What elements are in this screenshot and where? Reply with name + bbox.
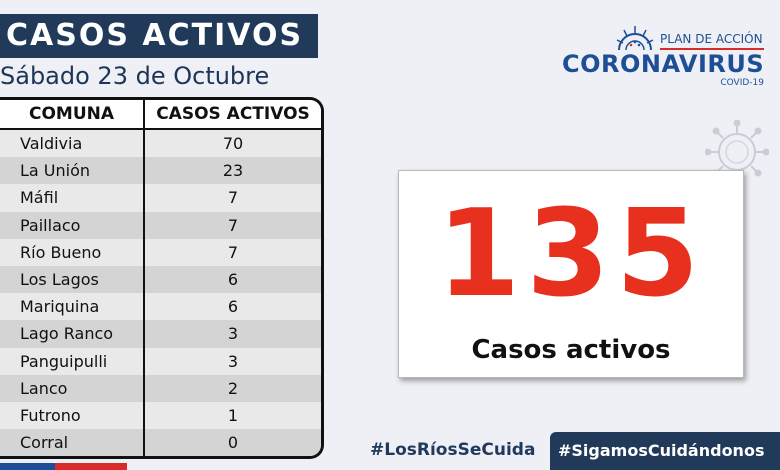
- cases-cell: 6: [227, 269, 239, 289]
- comuna-cell: Lago Ranco: [0, 320, 145, 348]
- flag-blue: [0, 463, 55, 470]
- header-comuna: COMUNA: [0, 100, 145, 128]
- virus-icon: [616, 26, 654, 50]
- cases-cell: 7: [227, 188, 239, 208]
- comuna-cell: Mariquina: [0, 293, 145, 321]
- comuna-cell: Panguipulli: [0, 347, 145, 375]
- table-row: Valdivia 70: [0, 130, 321, 158]
- coronavirus-logo: PLAN DE ACCIÓN CORONAVIRUS COVID-19: [560, 26, 770, 92]
- header-casos-activos: CASOS ACTIVOS: [156, 104, 310, 124]
- cases-cell: 2: [227, 378, 239, 398]
- table-row: Futrono 1: [0, 401, 321, 430]
- table-row: Los Lagos 6: [0, 265, 321, 294]
- table-row: La Unión 23: [0, 157, 321, 185]
- comuna-cell: Máfil: [0, 184, 145, 212]
- cases-cell: 0: [227, 433, 239, 453]
- logo-wordmark: CORONAVIRUS: [562, 50, 765, 78]
- cases-cell: 23: [222, 161, 244, 181]
- cases-cell: 7: [227, 242, 239, 262]
- table-body: Valdivia 70 La Unión 23 Máfil 7 Paillaco…: [0, 130, 321, 456]
- cases-cell: 7: [227, 215, 239, 235]
- plan-underline: [660, 48, 764, 50]
- comuna-cell: Los Lagos: [0, 265, 145, 294]
- table-row: Mariquina 6: [0, 293, 321, 321]
- total-cases-number: 135: [436, 185, 706, 324]
- cases-cell: 3: [227, 324, 239, 344]
- cases-table: COMUNA CASOS ACTIVOS Valdivia 70 La Unió…: [0, 97, 324, 459]
- table-header: COMUNA CASOS ACTIVOS: [0, 100, 321, 130]
- comuna-cell: Corral: [0, 429, 145, 456]
- table-row: Máfil 7: [0, 184, 321, 212]
- total-cases-card: 135 Casos activos: [398, 170, 744, 378]
- comuna-cell: Valdivia: [0, 130, 145, 158]
- report-date: Sábado 23 de Octubre: [0, 62, 270, 90]
- plan-label: PLAN DE ACCIÓN: [660, 32, 763, 46]
- comuna-cell: Río Bueno: [0, 238, 145, 266]
- comuna-cell: La Unión: [0, 157, 145, 185]
- hashtag-sigamos: #SigamosCuidándonos: [550, 432, 780, 470]
- cases-cell: 3: [227, 351, 239, 371]
- table-row: Río Bueno 7: [0, 238, 321, 266]
- cases-cell: 70: [222, 134, 244, 153]
- total-cases-label: Casos activos: [471, 335, 671, 365]
- table-row: Corral 0: [0, 429, 321, 456]
- hashtag-los-rios: #LosRíosSeCuida: [370, 440, 536, 460]
- table-row: Panguipulli 3: [0, 347, 321, 375]
- comuna-cell: Paillaco: [0, 211, 145, 239]
- flag-red: [55, 463, 127, 470]
- page-title: CASOS ACTIVOS: [0, 14, 318, 58]
- table-row: Paillaco 7: [0, 211, 321, 239]
- table-row: Lago Ranco 3: [0, 320, 321, 348]
- comuna-cell: Futrono: [0, 401, 145, 430]
- covid-label: COVID-19: [720, 78, 764, 88]
- cases-cell: 1: [227, 405, 239, 425]
- cases-cell: 6: [227, 297, 239, 317]
- comuna-cell: Lanco: [0, 374, 145, 402]
- table-row: Lanco 2: [0, 374, 321, 402]
- flag-stripe: [0, 463, 127, 470]
